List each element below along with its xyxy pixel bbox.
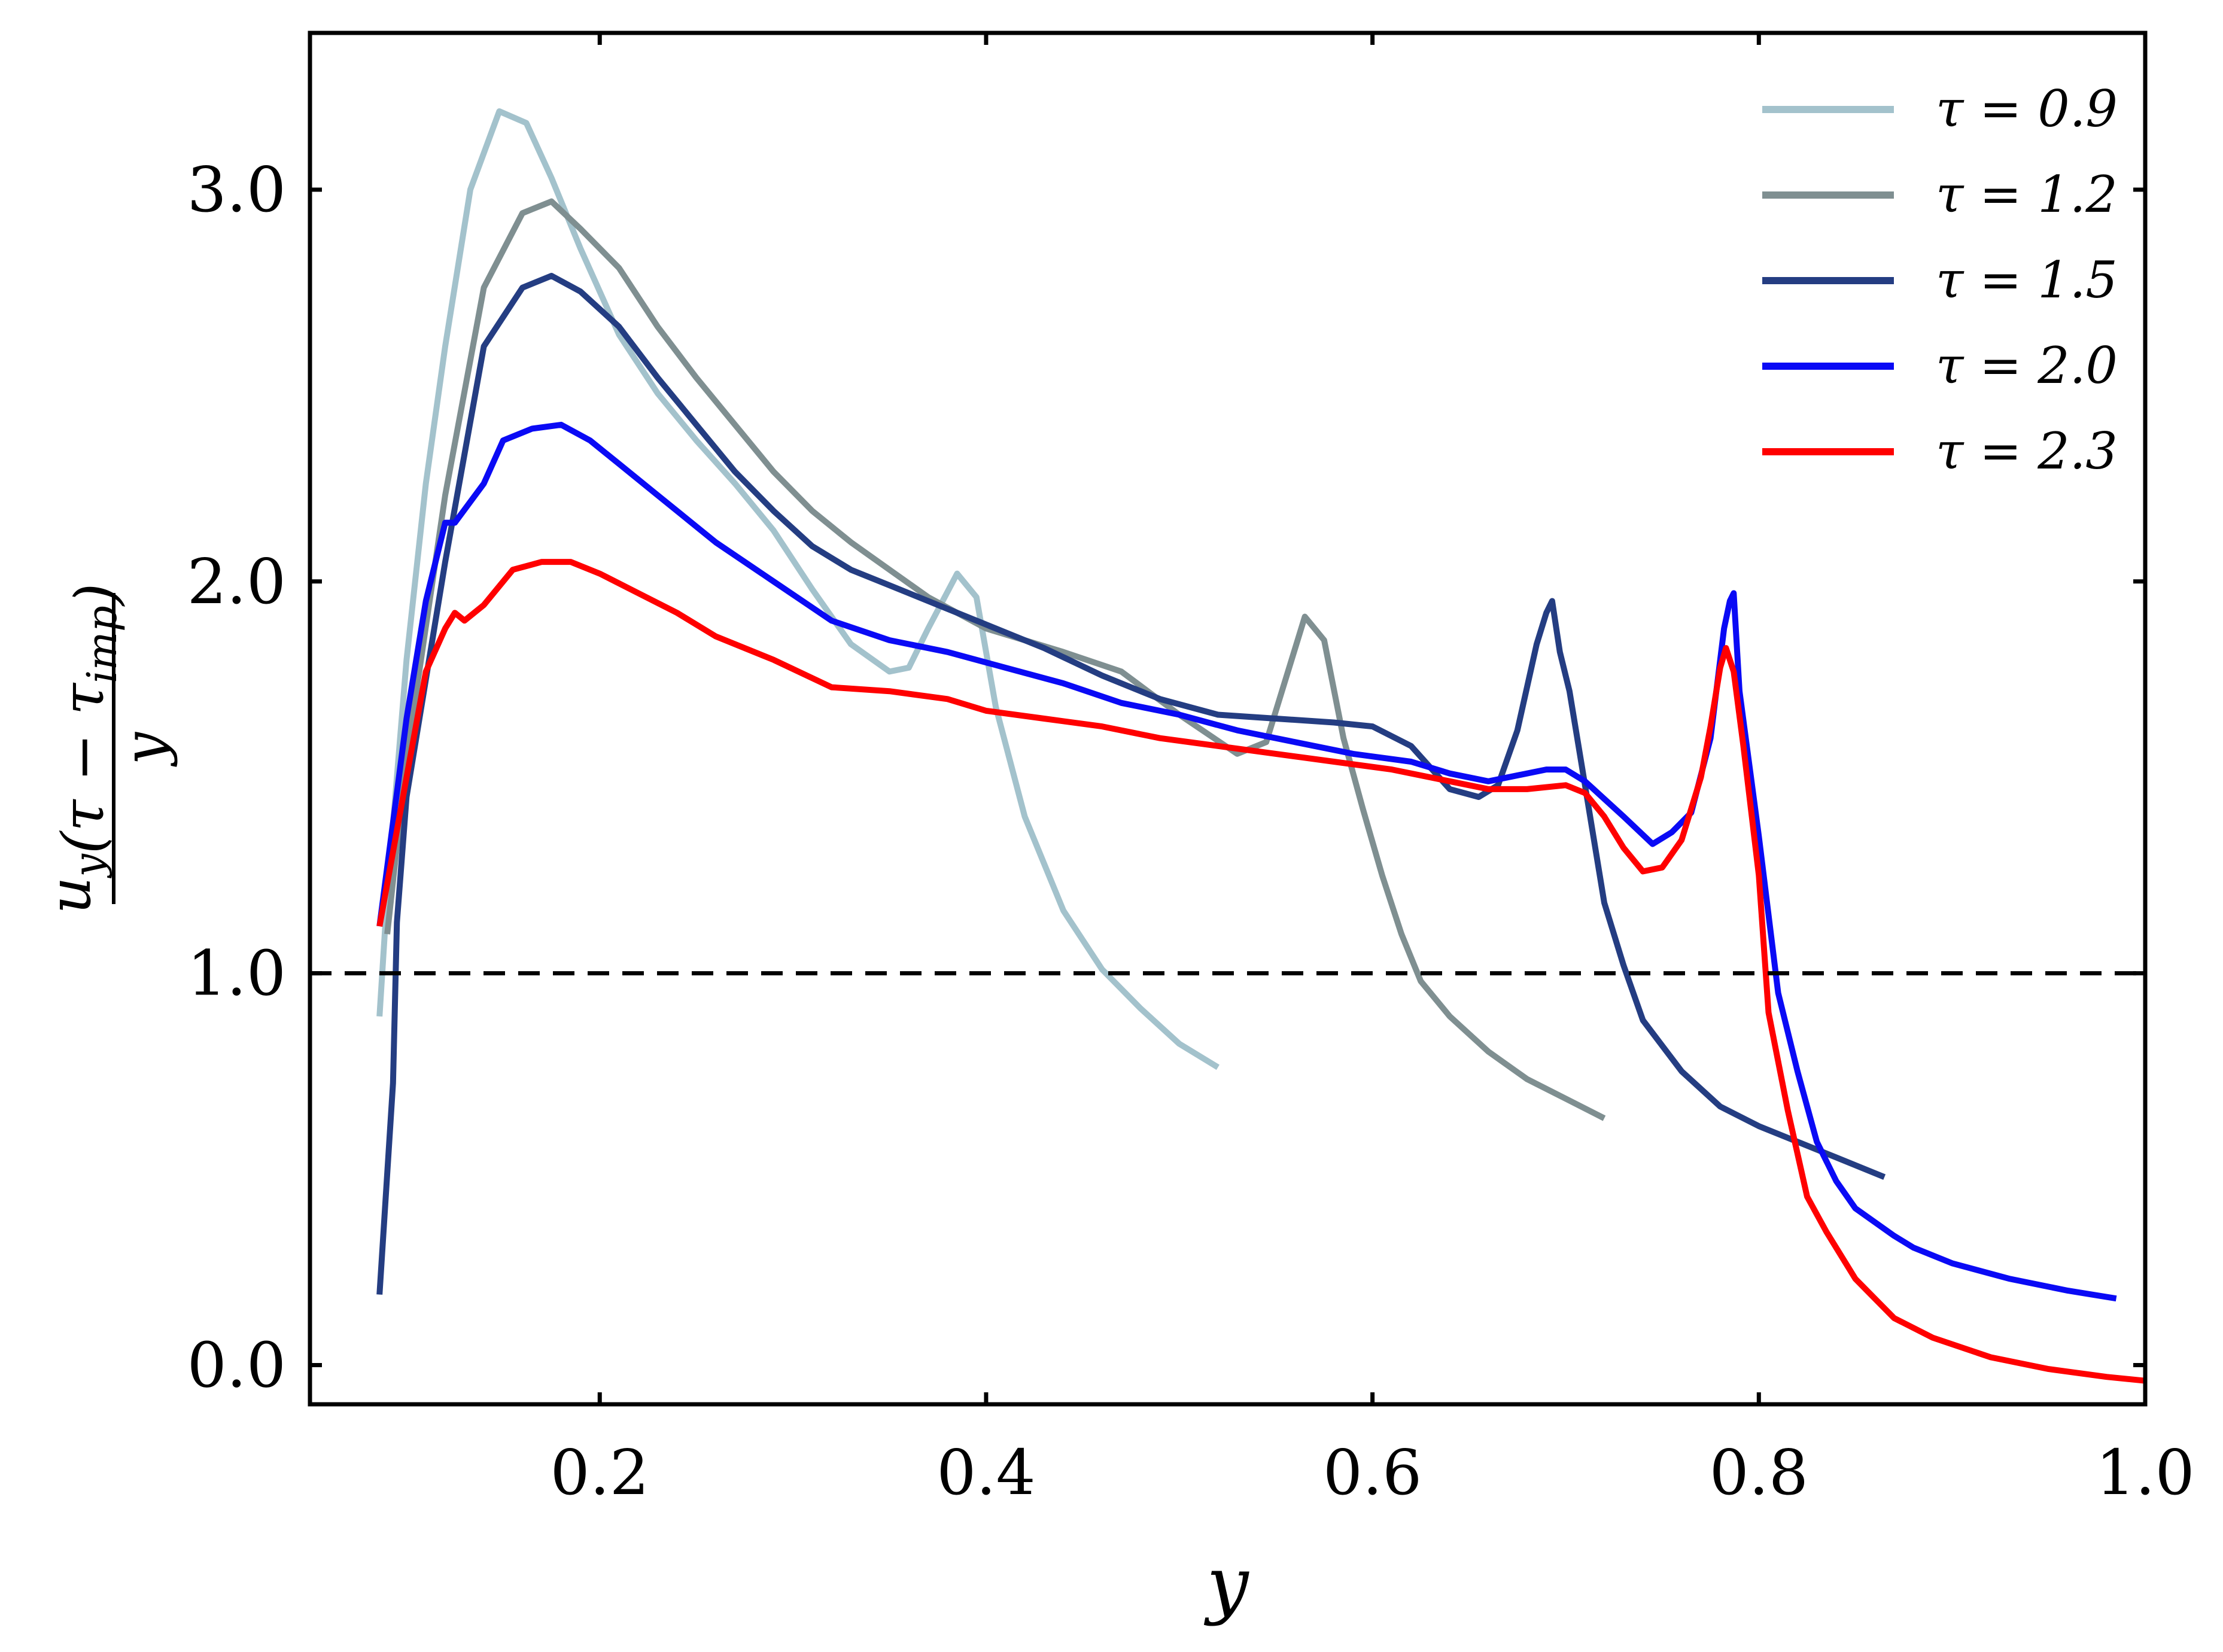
y-axis-title-denominator: y — [111, 731, 178, 767]
series-line-5 — [376, 559, 2146, 1384]
x-tick-label: 0.4 — [936, 1436, 1035, 1509]
x-tick-label: 0.6 — [1323, 1436, 1422, 1509]
legend-label: τ = 0.9 — [1936, 80, 2118, 138]
series-line-4 — [376, 421, 2117, 1302]
x-axis: 0.2 0.4 0.6 0.8 1.0 — [551, 33, 2195, 1509]
y-tick-label: 0.0 — [187, 1329, 286, 1402]
y-tick-label: 1.0 — [187, 937, 286, 1010]
y-axis-title-numerator: uy(τ − τimp) — [37, 583, 130, 914]
y-axis: 0.0 1.0 2.0 3.0 — [187, 153, 2145, 1402]
y-axis-title: uy(τ − τimp) y — [37, 583, 178, 914]
legend-label: τ = 2.0 — [1936, 336, 2118, 395]
x-tick-label: 1.0 — [2096, 1436, 2194, 1509]
legend: τ = 0.9 τ = 1.2 τ = 1.5 τ = 2.0 τ = 2.3 — [1762, 80, 2118, 480]
plot-frame — [308, 31, 2148, 1407]
series-line-1 — [376, 108, 1220, 1070]
series-line-2 — [384, 198, 1606, 1121]
x-tick-label: 0.2 — [551, 1436, 649, 1509]
legend-label: τ = 1.5 — [1936, 251, 2118, 309]
y-tick-label: 2.0 — [187, 545, 286, 618]
x-axis-title: y — [1203, 1541, 1249, 1627]
y-tick-label: 3.0 — [187, 153, 286, 226]
x-tick-label: 0.8 — [1710, 1436, 1808, 1509]
series-layer — [376, 108, 2146, 1384]
series-line-3 — [376, 273, 1886, 1295]
legend-label: τ = 2.3 — [1936, 422, 2118, 480]
legend-label: τ = 1.2 — [1936, 165, 2118, 224]
